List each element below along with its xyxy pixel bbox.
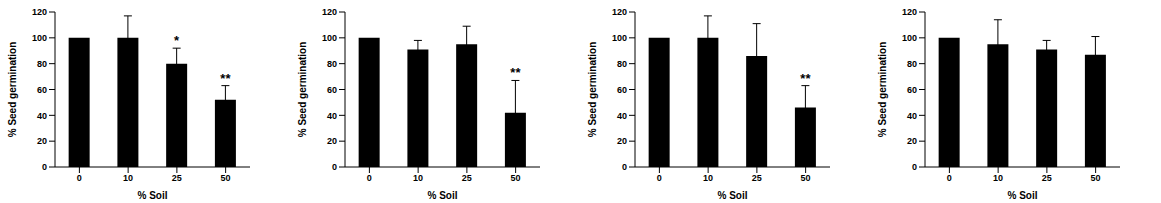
svg-text:**: ** [220,71,231,86]
svg-text:120: 120 [902,7,917,17]
svg-text:100: 100 [322,33,337,43]
svg-text:10: 10 [123,173,133,183]
svg-text:% Seed germination: % Seed germination [8,42,18,138]
svg-text:20: 20 [907,136,917,146]
svg-text:100: 100 [612,33,627,43]
svg-text:40: 40 [617,111,627,121]
svg-text:20: 20 [617,136,627,146]
svg-text:10: 10 [993,173,1003,183]
svg-text:20: 20 [327,136,337,146]
svg-text:80: 80 [327,59,337,69]
svg-text:% Soil: % Soil [717,190,747,201]
svg-text:100: 100 [32,33,47,43]
svg-text:% Soil: % Soil [137,190,167,201]
svg-text:10: 10 [413,173,423,183]
svg-text:25: 25 [462,173,472,183]
svg-text:80: 80 [617,59,627,69]
svg-text:100: 100 [902,33,917,43]
svg-text:120: 120 [32,7,47,17]
svg-text:80: 80 [37,59,47,69]
svg-text:50: 50 [511,173,521,183]
svg-text:10: 10 [703,173,713,183]
svg-text:60: 60 [617,85,627,95]
svg-text:% Seed germination: % Seed germination [587,42,598,138]
svg-text:50: 50 [1091,173,1101,183]
svg-text:60: 60 [37,85,47,95]
svg-text:25: 25 [752,173,762,183]
svg-text:20: 20 [37,136,47,146]
svg-text:40: 40 [327,111,337,121]
svg-text:% Soil: % Soil [1007,190,1037,201]
svg-text:0: 0 [947,173,952,183]
svg-text:40: 40 [37,111,47,121]
svg-text:0: 0 [622,162,627,172]
svg-text:% Seed germination: % Seed germination [877,42,888,138]
svg-text:120: 120 [612,7,627,17]
svg-text:0: 0 [42,162,47,172]
svg-text:0: 0 [332,162,337,172]
svg-text:40: 40 [907,111,917,121]
svg-text:25: 25 [1042,173,1052,183]
svg-text:**: ** [800,71,811,86]
svg-text:% Soil: % Soil [427,190,457,201]
svg-text:*: * [174,33,180,48]
svg-text:50: 50 [801,173,811,183]
svg-text:80: 80 [907,59,917,69]
svg-text:25: 25 [172,173,182,183]
svg-text:0: 0 [912,162,917,172]
svg-text:50: 50 [221,173,231,183]
svg-text:120: 120 [322,7,337,17]
svg-text:0: 0 [657,173,662,183]
svg-text:60: 60 [327,85,337,95]
svg-text:0: 0 [367,173,372,183]
svg-text:60: 60 [907,85,917,95]
svg-text:% Seed germination: % Seed germination [297,42,308,138]
svg-text:0: 0 [77,173,82,183]
svg-text:**: ** [510,65,521,80]
